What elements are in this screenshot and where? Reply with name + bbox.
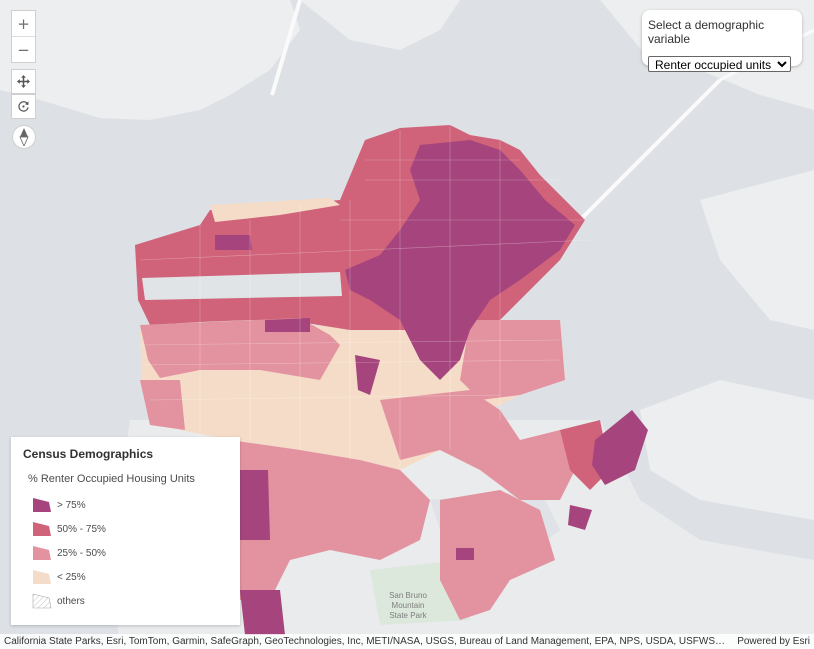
legend-item: others [31,589,228,613]
golden-gate-park [142,272,342,300]
zoom-controls: + − [11,10,36,63]
park-label-line-3: State Park [389,611,427,620]
zoom-in-button[interactable]: + [17,14,30,33]
bay-bridge [573,78,722,227]
legend-label: > 75% [57,499,86,511]
marin-land [0,0,300,120]
legend-label: 50% - 75% [57,523,106,535]
park-label-line-2: Mountain [392,601,425,610]
legend-label: others [57,595,85,607]
powered-by-esri[interactable]: Powered by Esri [737,636,810,647]
legend-swatch-25-50 [33,546,51,560]
compass-button[interactable] [12,125,36,149]
legend-swatch-over-75 [33,498,51,512]
legend-label: 25% - 50% [57,547,106,559]
legend-swatch-50-75 [33,522,51,536]
legend-panel: Census Demographics % Renter Occupied Ho… [11,437,240,625]
variable-panel-title: Select a demographic variable [648,18,765,46]
rotate-icon [18,101,29,112]
zoom-out-button[interactable]: − [12,36,35,62]
legend-items: > 75% 50% - 75% 25% - 50% < 25% others [23,493,228,613]
attribution-text[interactable]: California State Parks, Esri, TomTom, Ga… [4,636,727,647]
compass-icon [19,128,29,146]
pan-icon [17,75,30,88]
legend-title: Census Demographics [23,447,154,461]
legend-swatch-others [32,593,52,609]
legend-item: 25% - 50% [31,541,228,565]
legend-item: > 75% [31,493,228,517]
legend-swatch-under-25 [33,570,51,584]
pan-button[interactable] [11,69,36,94]
census-tracts[interactable] [135,125,648,635]
east-bay-land [700,170,814,330]
golden-gate-bridge [270,0,302,96]
demographic-variable-select[interactable]: Renter occupied units [648,56,791,72]
rotate-button[interactable] [11,94,36,119]
legend-item: < 25% [31,565,228,589]
legend-label: < 25% [57,571,86,583]
legend-subtitle: % Renter Occupied Housing Units [28,473,195,485]
park-label-line-1: San Bruno [389,591,427,600]
variable-panel: Select a demographic variable Renter occ… [642,10,802,72]
legend-item: 50% - 75% [31,517,228,541]
attribution-bar: California State Parks, Esri, TomTom, Ga… [0,634,814,649]
